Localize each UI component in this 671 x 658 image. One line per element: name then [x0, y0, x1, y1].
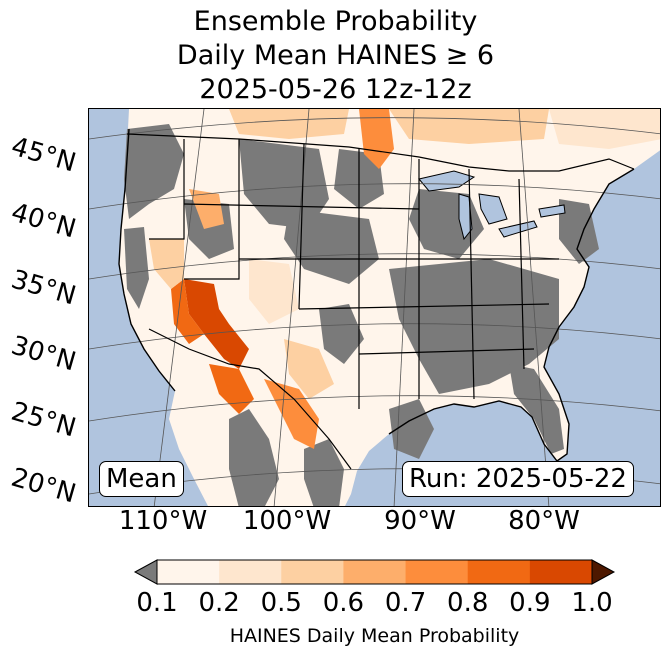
lake-ontario [538, 204, 566, 218]
border-us-mexico [148, 328, 352, 470]
border-west-1 [149, 139, 185, 240]
colorbar-bin [529, 560, 593, 584]
prob-canada-prairie [359, 109, 394, 169]
lat-line-30 [89, 323, 660, 350]
state-borders [126, 133, 635, 470]
lon-label-80: 80°W [508, 506, 580, 536]
prob-idaho [189, 189, 224, 229]
colorbar-bin [467, 560, 531, 584]
gray-california [124, 227, 149, 309]
gray-florida [509, 364, 564, 454]
border-horiz-3 [298, 303, 550, 310]
colorbar-under-triangle [133, 559, 158, 585]
lon-label-90: 90°W [384, 506, 456, 536]
lat-line-35 [89, 253, 660, 280]
lat-label-20: 20°N [7, 462, 80, 510]
prob-mexico-orange [264, 379, 319, 449]
gray-mexico-north [229, 409, 279, 506]
prob-canada-north [229, 109, 349, 139]
colorbar [133, 559, 616, 585]
gray-texas-west [319, 304, 364, 364]
gray-central [284, 209, 379, 284]
lat-label-45: 45°N [7, 131, 80, 179]
colorbar-tick-label: 0.9 [509, 588, 551, 618]
border-east-2 [518, 178, 525, 370]
border-west-2 [184, 139, 240, 280]
probability-shading [149, 109, 660, 449]
border-central-1 [298, 143, 305, 310]
title-line-3: 2025-05-26 12z-12z [199, 74, 472, 105]
lon-line-90 [393, 109, 415, 506]
map-panel: Mean Run: 2025-05-22 [88, 108, 661, 507]
gray-mexico-east [304, 439, 344, 506]
colorbar-bin [281, 560, 344, 584]
run-label: Run: 2025-05-22 [409, 464, 627, 494]
mean-label: Mean [106, 464, 177, 494]
colorbar-tick-label: 0.6 [322, 588, 365, 618]
mean-label-box: Mean [99, 461, 184, 497]
lon-label-110: 110°W [118, 506, 208, 536]
run-label-box: Run: 2025-05-22 [402, 461, 634, 497]
colorbar-tick-label: 0.8 [447, 588, 489, 618]
gray-northeast [559, 199, 599, 264]
colorbar-tick-label: 1.0 [571, 588, 613, 618]
lon-line-110 [153, 109, 205, 506]
colorbar-bins [157, 560, 593, 584]
us-coastline [118, 128, 635, 462]
lon-line-80 [518, 109, 550, 506]
prob-sonora [209, 364, 254, 414]
lat-line-40 [89, 183, 660, 210]
lat-line-25 [89, 395, 660, 422]
great-lakes [418, 170, 566, 241]
colorbar-tick-label: 0.1 [136, 588, 178, 618]
colorbar-tick-label: 0.7 [384, 588, 427, 618]
border-us-canada [126, 133, 635, 172]
colorbar-outline [156, 559, 593, 585]
probability-map [89, 109, 660, 506]
title-line-2: Daily Mean HAINES ≥ 6 [176, 40, 495, 71]
colorbar-bin [405, 560, 469, 584]
colorbar-bin [343, 560, 407, 584]
prob-great-basin-light [149, 239, 184, 289]
colorbar-over-triangle [591, 559, 616, 585]
lon-label-100: 100°W [242, 506, 332, 536]
border-east-1 [468, 168, 475, 400]
lake-superior [418, 170, 476, 192]
prob-arizona-mid [171, 279, 204, 344]
gray-pacific-nw [124, 124, 184, 219]
gray-southeast [389, 259, 559, 394]
colorbar-tick-label: 0.5 [260, 588, 302, 618]
prob-texas [284, 339, 334, 399]
lat-label-30: 30°N [7, 330, 80, 378]
lat-label-40: 40°N [7, 197, 80, 245]
colorbar-title: HAINES Daily Mean Probability [229, 625, 520, 647]
colorbar-bin [157, 560, 220, 584]
lat-line-45 [89, 117, 660, 140]
prob-northeast-canada [549, 109, 660, 149]
colorbar-bin [219, 560, 282, 584]
lake-huron [478, 193, 508, 225]
lat-label-35: 35°N [7, 264, 80, 312]
lat-label-25: 25°N [7, 396, 80, 444]
lake-michigan [458, 193, 473, 241]
border-horiz-4 [358, 348, 535, 355]
below-threshold-areas [124, 124, 599, 506]
title-line-1: Ensemble Probability [193, 6, 478, 37]
prob-new-mexico [249, 259, 299, 324]
border-horiz-1 [183, 203, 420, 210]
prob-southwest-high [184, 279, 249, 369]
colorbar-tick-label: 0.2 [198, 588, 240, 618]
